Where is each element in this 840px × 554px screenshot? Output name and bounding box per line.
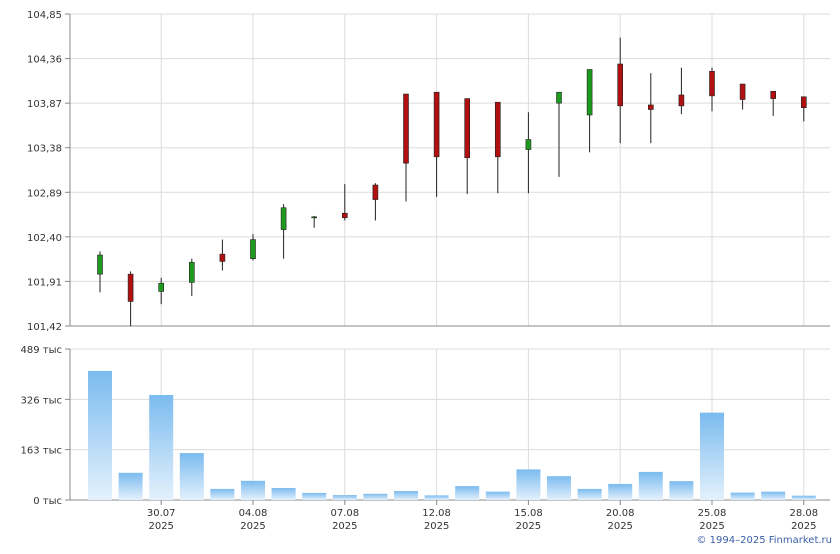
x-axis-date-label: 30.07 (147, 508, 176, 519)
candle-body-up (556, 91, 562, 104)
volume-bar (179, 453, 204, 500)
candle-body-down (219, 253, 226, 262)
x-axis-year-label: 2025 (607, 521, 632, 532)
candle-body-down (709, 71, 715, 97)
candle-body-up (250, 239, 256, 259)
x-axis-date-label: 25.08 (698, 508, 727, 519)
candle-body-down (341, 212, 348, 219)
candle-body-up (158, 282, 164, 292)
candle-body-up (525, 139, 532, 150)
price-axis-tick-label: 104,36 (27, 55, 62, 66)
volume-bar (700, 412, 724, 500)
volume-bar (394, 491, 418, 500)
price-axis-tick-label: 101,91 (27, 277, 62, 288)
candle-body-down (433, 91, 440, 158)
x-axis-date-label: 07.08 (330, 508, 359, 519)
volume-axis-tick-label: 326 тыс (21, 395, 62, 406)
volume-bar (118, 472, 143, 500)
volume-bar (791, 495, 816, 500)
volume-bar (88, 370, 112, 500)
volume-bar (210, 488, 235, 500)
candle-body-up (97, 254, 103, 275)
x-axis-year-label: 2025 (240, 521, 265, 532)
candle-body-down (464, 98, 471, 159)
candle-body-up (189, 262, 195, 283)
candle-body-down (494, 101, 501, 158)
x-axis-year-label: 2025 (699, 521, 724, 532)
candle-body-up (280, 207, 287, 230)
x-axis-date-label: 04.08 (239, 508, 268, 519)
volume-bar (271, 487, 296, 500)
volume-bar (455, 486, 480, 500)
volume-bar (424, 495, 449, 500)
price-axis-tick-label: 101,42 (27, 322, 62, 333)
copyright-text: © 1994–2025 Finmarket.ru (696, 535, 832, 546)
candle-body-down (678, 94, 685, 107)
x-axis-date-label: 20.08 (606, 508, 635, 519)
volume-axis-tick-label: 163 тыс (21, 446, 62, 457)
volume-bar (149, 395, 174, 500)
price-axis-tick-label: 103,87 (27, 99, 62, 110)
candle-body-down (617, 63, 624, 107)
candle-body-down (403, 93, 409, 164)
volume-axis-tick-label: 489 тыс (21, 345, 62, 356)
candle-body-down (127, 273, 134, 302)
volume-bar (577, 488, 602, 500)
volume-bar (547, 476, 571, 500)
x-axis-date-label: 28.08 (789, 508, 818, 519)
volume-bar (516, 469, 541, 500)
volume-bar (302, 492, 327, 500)
candle-body-down (770, 91, 777, 99)
price-axis-tick-label: 104,85 (27, 10, 62, 21)
candle-body-down (647, 104, 654, 110)
x-axis-year-label: 2025 (791, 521, 816, 532)
volume-bar (332, 495, 357, 500)
volume-axis-tick-label: 0 тыс (33, 496, 62, 507)
candle-body-down (739, 83, 746, 100)
x-axis-year-label: 2025 (332, 521, 357, 532)
x-axis-year-label: 2025 (148, 521, 173, 532)
price-axis-tick-label: 102,40 (27, 233, 62, 244)
volume-bar (761, 491, 786, 500)
candle-body-up (586, 69, 593, 116)
volume-bar (730, 492, 755, 500)
candle-body-down (372, 184, 379, 200)
volume-bar (485, 491, 510, 500)
price-axis-tick-label: 103,38 (27, 144, 62, 155)
x-axis-date-label: 12.08 (422, 508, 451, 519)
volume-bar (363, 493, 388, 500)
x-axis-year-label: 2025 (516, 521, 541, 532)
volume-bar (638, 471, 663, 500)
volume-bar (669, 481, 694, 500)
x-axis-date-label: 15.08 (514, 508, 543, 519)
x-axis-year-label: 2025 (424, 521, 449, 532)
candle-body-up (311, 216, 318, 219)
volume-bar (608, 483, 633, 500)
price-axis-tick-label: 102,89 (27, 188, 62, 199)
volume-bar (241, 480, 265, 500)
candle-body-down (800, 96, 807, 108)
